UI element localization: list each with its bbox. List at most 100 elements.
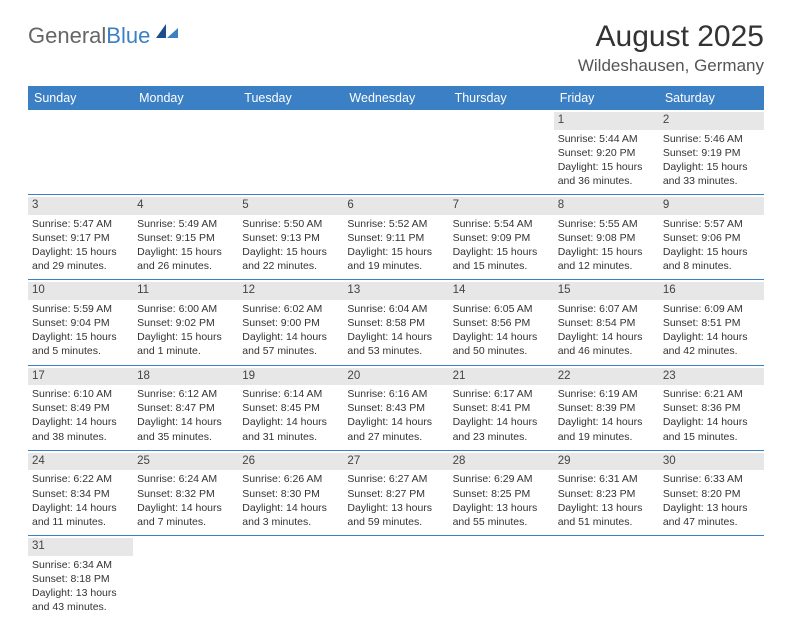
sunset-text: Sunset: 8:56 PM	[453, 316, 550, 330]
sunrise-text: Sunrise: 5:59 AM	[32, 302, 129, 316]
day-number: 25	[133, 453, 238, 471]
day-number: 3	[28, 197, 133, 215]
calendar-week-row: 3 Sunrise: 5:47 AMSunset: 9:17 PM Daylight…	[28, 195, 764, 280]
sunset-text: Sunset: 8:32 PM	[137, 487, 234, 501]
sunrise-text: Sunrise: 5:52 AM	[347, 217, 444, 231]
title-block: August 2025 Wildeshausen, Germany	[578, 20, 764, 76]
day-number: 31	[28, 538, 133, 556]
calendar-day-cell: 6 Sunrise: 5:52 AMSunset: 9:11 PMDaylight…	[343, 195, 448, 280]
sunrise-text: Sunrise: 5:47 AM	[32, 217, 129, 231]
daylight-text: Daylight: 15 hours and 19 minutes.	[347, 245, 444, 273]
day-number: 2	[659, 112, 764, 130]
calendar-day-cell: 12Sunrise: 6:02 AMSunset: 9:00 PMDayligh…	[238, 280, 343, 365]
calendar-page: GeneralBlue August 2025 Wildeshausen, Ge…	[0, 0, 792, 640]
sunrise-text: Sunrise: 6:24 AM	[137, 472, 234, 486]
calendar-day-cell: 21Sunrise: 6:17 AMSunset: 8:41 PMDayligh…	[449, 365, 554, 450]
sunrise-text: Sunrise: 6:16 AM	[347, 387, 444, 401]
calendar-day-cell: 1Sunrise: 5:44 AMSunset: 9:20 PMDaylight…	[554, 110, 659, 195]
calendar-day-cell: 31Sunrise: 6:34 AMSunset: 8:18 PMDayligh…	[28, 536, 133, 621]
calendar-day-cell	[343, 110, 448, 195]
calendar-week-row: 31Sunrise: 6:34 AMSunset: 8:18 PMDayligh…	[28, 536, 764, 621]
sunset-text: Sunset: 9:09 PM	[453, 231, 550, 245]
logo-sail-icon	[154, 20, 180, 46]
calendar-day-cell: 27Sunrise: 6:27 AMSunset: 8:27 PMDayligh…	[343, 450, 448, 535]
weekday-header: Monday	[133, 86, 238, 110]
daylight-text: Daylight: 15 hours and 15 minutes.	[453, 245, 550, 273]
sunset-text: Sunset: 9:02 PM	[137, 316, 234, 330]
day-number: 18	[133, 368, 238, 386]
sunset-text: Sunset: 9:11 PM	[347, 231, 444, 245]
day-number: 24	[28, 453, 133, 471]
sunrise-text: Sunrise: 5:46 AM	[663, 132, 760, 146]
sunrise-text: Sunrise: 6:05 AM	[453, 302, 550, 316]
calendar-day-cell: 22Sunrise: 6:19 AMSunset: 8:39 PMDayligh…	[554, 365, 659, 450]
sunrise-text: Sunrise: 6:02 AM	[242, 302, 339, 316]
calendar-day-cell: 8Sunrise: 5:55 AMSunset: 9:08 PMDaylight…	[554, 195, 659, 280]
sunset-text: Sunset: 9:08 PM	[558, 231, 655, 245]
day-number: 1	[554, 112, 659, 130]
day-number: 16	[659, 282, 764, 300]
day-number: 13	[343, 282, 448, 300]
calendar-day-cell	[449, 536, 554, 621]
calendar-day-cell: 29Sunrise: 6:31 AMSunset: 8:23 PMDayligh…	[554, 450, 659, 535]
daylight-text: Daylight: 15 hours and 22 minutes.	[242, 245, 339, 273]
day-number: 12	[238, 282, 343, 300]
daylight-text: Daylight: 13 hours and 47 minutes.	[663, 501, 760, 529]
weekday-header: Sunday	[28, 86, 133, 110]
sunrise-text: Sunrise: 6:17 AM	[453, 387, 550, 401]
sunset-text: Sunset: 8:51 PM	[663, 316, 760, 330]
sunrise-text: Sunrise: 5:57 AM	[663, 217, 760, 231]
calendar-week-row: 10 Sunrise: 5:59 AMSunset: 9:04 PM Dayligh…	[28, 280, 764, 365]
day-number: 14	[449, 282, 554, 300]
calendar-day-cell	[659, 536, 764, 621]
day-number: 27	[343, 453, 448, 471]
daylight-text: Daylight: 14 hours and 31 minutes.	[242, 415, 339, 443]
day-number: 19	[238, 368, 343, 386]
calendar-day-cell: 15Sunrise: 6:07 AMSunset: 8:54 PMDayligh…	[554, 280, 659, 365]
calendar-day-cell: 3Sunrise: 5:47 AMSunset: 9:17 PMDaylight…	[28, 195, 133, 280]
calendar-day-cell: 28Sunrise: 6:29 AMSunset: 8:25 PMDayligh…	[449, 450, 554, 535]
sunrise-text: Sunrise: 6:09 AM	[663, 302, 760, 316]
calendar-day-cell	[133, 110, 238, 195]
calendar-day-cell: 23Sunrise: 6:21 AMSunset: 8:36 PMDayligh…	[659, 365, 764, 450]
sunset-text: Sunset: 9:06 PM	[663, 231, 760, 245]
calendar-day-cell: 5Sunrise: 5:50 AMSunset: 9:13 PMDaylight…	[238, 195, 343, 280]
calendar-day-cell	[238, 536, 343, 621]
sunrise-text: Sunrise: 6:04 AM	[347, 302, 444, 316]
sunset-text: Sunset: 9:13 PM	[242, 231, 339, 245]
sunrise-text: Sunrise: 6:10 AM	[32, 387, 129, 401]
sunset-text: Sunset: 9:17 PM	[32, 231, 129, 245]
sunrise-text: Sunrise: 6:00 AM	[137, 302, 234, 316]
sunrise-text: Sunrise: 6:19 AM	[558, 387, 655, 401]
calendar-day-cell	[449, 110, 554, 195]
daylight-text: Daylight: 15 hours and 33 minutes.	[663, 160, 760, 188]
sunset-text: Sunset: 9:15 PM	[137, 231, 234, 245]
weekday-header: Wednesday	[343, 86, 448, 110]
calendar-day-cell	[133, 536, 238, 621]
logo-text-general: General	[28, 23, 106, 49]
sunset-text: Sunset: 8:41 PM	[453, 401, 550, 415]
day-number: 10	[28, 282, 133, 300]
calendar-day-cell: 20Sunrise: 6:16 AMSunset: 8:43 PMDayligh…	[343, 365, 448, 450]
daylight-text: Daylight: 15 hours and 26 minutes.	[137, 245, 234, 273]
day-number: 9	[659, 197, 764, 215]
weekday-header: Tuesday	[238, 86, 343, 110]
calendar-day-cell: 30Sunrise: 6:33 AMSunset: 8:20 PMDayligh…	[659, 450, 764, 535]
sunset-text: Sunset: 8:45 PM	[242, 401, 339, 415]
day-number: 21	[449, 368, 554, 386]
calendar-day-cell: 16Sunrise: 6:09 AMSunset: 8:51 PMDayligh…	[659, 280, 764, 365]
sunset-text: Sunset: 9:04 PM	[32, 316, 129, 330]
daylight-text: Daylight: 14 hours and 46 minutes.	[558, 330, 655, 358]
page-header: GeneralBlue August 2025 Wildeshausen, Ge…	[28, 20, 764, 76]
sunset-text: Sunset: 8:43 PM	[347, 401, 444, 415]
calendar-day-cell: 26Sunrise: 6:26 AMSunset: 8:30 PMDayligh…	[238, 450, 343, 535]
day-number: 20	[343, 368, 448, 386]
daylight-text: Daylight: 14 hours and 38 minutes.	[32, 415, 129, 443]
day-number: 8	[554, 197, 659, 215]
sunrise-text: Sunrise: 5:55 AM	[558, 217, 655, 231]
calendar-day-cell: 13Sunrise: 6:04 AMSunset: 8:58 PMDayligh…	[343, 280, 448, 365]
daylight-text: Daylight: 13 hours and 59 minutes.	[347, 501, 444, 529]
day-number: 6	[343, 197, 448, 215]
daylight-text: Daylight: 13 hours and 43 minutes.	[32, 586, 129, 614]
sunset-text: Sunset: 8:47 PM	[137, 401, 234, 415]
